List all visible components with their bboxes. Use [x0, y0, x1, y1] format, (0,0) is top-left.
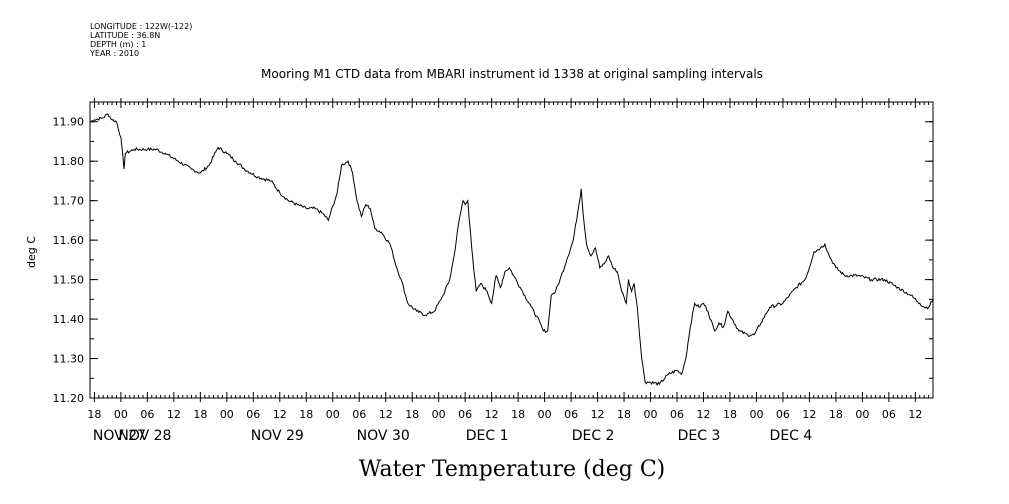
- x-tick-label: 06: [458, 408, 472, 421]
- x-day-label: DEC 2: [572, 428, 615, 444]
- y-axis: 11.20 11.30 11.40 11.50 11.60 11.70 11.80 11.90: [53, 101, 933, 405]
- x-tick-label: 06: [140, 408, 154, 421]
- x-tick-label: 12: [167, 408, 181, 421]
- depth-text: DEPTH (m) : 1: [90, 40, 146, 49]
- temperature-series-line: [89, 113, 934, 387]
- x-tick-label: 06: [246, 408, 260, 421]
- x-tick-label: 00: [749, 408, 763, 421]
- x-day-label: NOV 27: [93, 428, 146, 444]
- chart-title: Mooring M1 CTD data from MBARI instrumen…: [261, 67, 763, 81]
- x-day-label: DEC 1: [466, 428, 509, 444]
- x-tick-label: 12: [273, 408, 287, 421]
- x-tick-label: 18: [829, 408, 843, 421]
- y-tick-label: 11.60: [53, 234, 85, 247]
- x-day-label: NOV 28: [118, 428, 171, 444]
- x-tick-label: 00: [644, 408, 658, 421]
- x-tick-label: 00: [220, 408, 234, 421]
- x-tick-label: 18: [87, 408, 101, 421]
- x-tick-label: 00: [432, 408, 446, 421]
- x-tick-label: 06: [352, 408, 366, 421]
- x-tick-label: 12: [802, 408, 816, 421]
- x-tick-labels: 18 00 06 12 18 00 06 12 18 00 06 12 18 00 06 12 18 00 06 12…: [87, 408, 922, 421]
- x-tick-label: 06: [670, 408, 684, 421]
- x-tick-label: 06: [564, 408, 578, 421]
- y-tick-label: 11.80: [53, 155, 85, 168]
- x-tick-label: 12: [379, 408, 393, 421]
- latitude-text: LATITUDE : 36.8N: [90, 31, 160, 40]
- x-tick-label: 12: [591, 408, 605, 421]
- x-tick-label: 18: [511, 408, 525, 421]
- x-tick-label: 06: [776, 408, 790, 421]
- y-tick-label: 11.90: [53, 116, 85, 129]
- longitude-text: LONGITUDE : 122W(-122): [90, 22, 192, 31]
- x-day-label: DEC 4: [770, 428, 813, 444]
- y-tick-label: 11.20: [53, 392, 85, 405]
- x-tick-label: 00: [114, 408, 128, 421]
- metadata-block: LONGITUDE : 122W(-122) LATITUDE : 36.8N …: [89, 22, 192, 58]
- x-tick-label: 18: [193, 408, 207, 421]
- x-tick-label: 00: [326, 408, 340, 421]
- x-day-label: NOV 30: [357, 428, 410, 444]
- x-day-label: NOV 29: [251, 428, 304, 444]
- x-tick-label: 18: [723, 408, 737, 421]
- x-tick-label: 18: [405, 408, 419, 421]
- y-tick-label: 11.50: [53, 274, 85, 287]
- x-tick-label: 18: [617, 408, 631, 421]
- x-tick-label: 06: [882, 408, 896, 421]
- x-tick-label: 12: [485, 408, 499, 421]
- x-tick-label: 18: [299, 408, 313, 421]
- bottom-title: Water Temperature (deg C): [359, 457, 666, 482]
- x-day-label: DEC 3: [678, 428, 721, 444]
- y-tick-label: 11.70: [53, 195, 85, 208]
- y-axis-label: deg C: [25, 236, 38, 268]
- year-text: YEAR : 2010: [89, 49, 139, 58]
- y-tick-label: 11.30: [53, 353, 85, 366]
- x-tick-label: 12: [908, 408, 922, 421]
- x-axis: [93, 98, 934, 402]
- y-tick-label: 11.40: [53, 313, 85, 326]
- x-tick-label: 12: [696, 408, 710, 421]
- x-tick-label: 00: [538, 408, 552, 421]
- plot-frame: [89, 101, 934, 399]
- x-tick-label: 00: [855, 408, 869, 421]
